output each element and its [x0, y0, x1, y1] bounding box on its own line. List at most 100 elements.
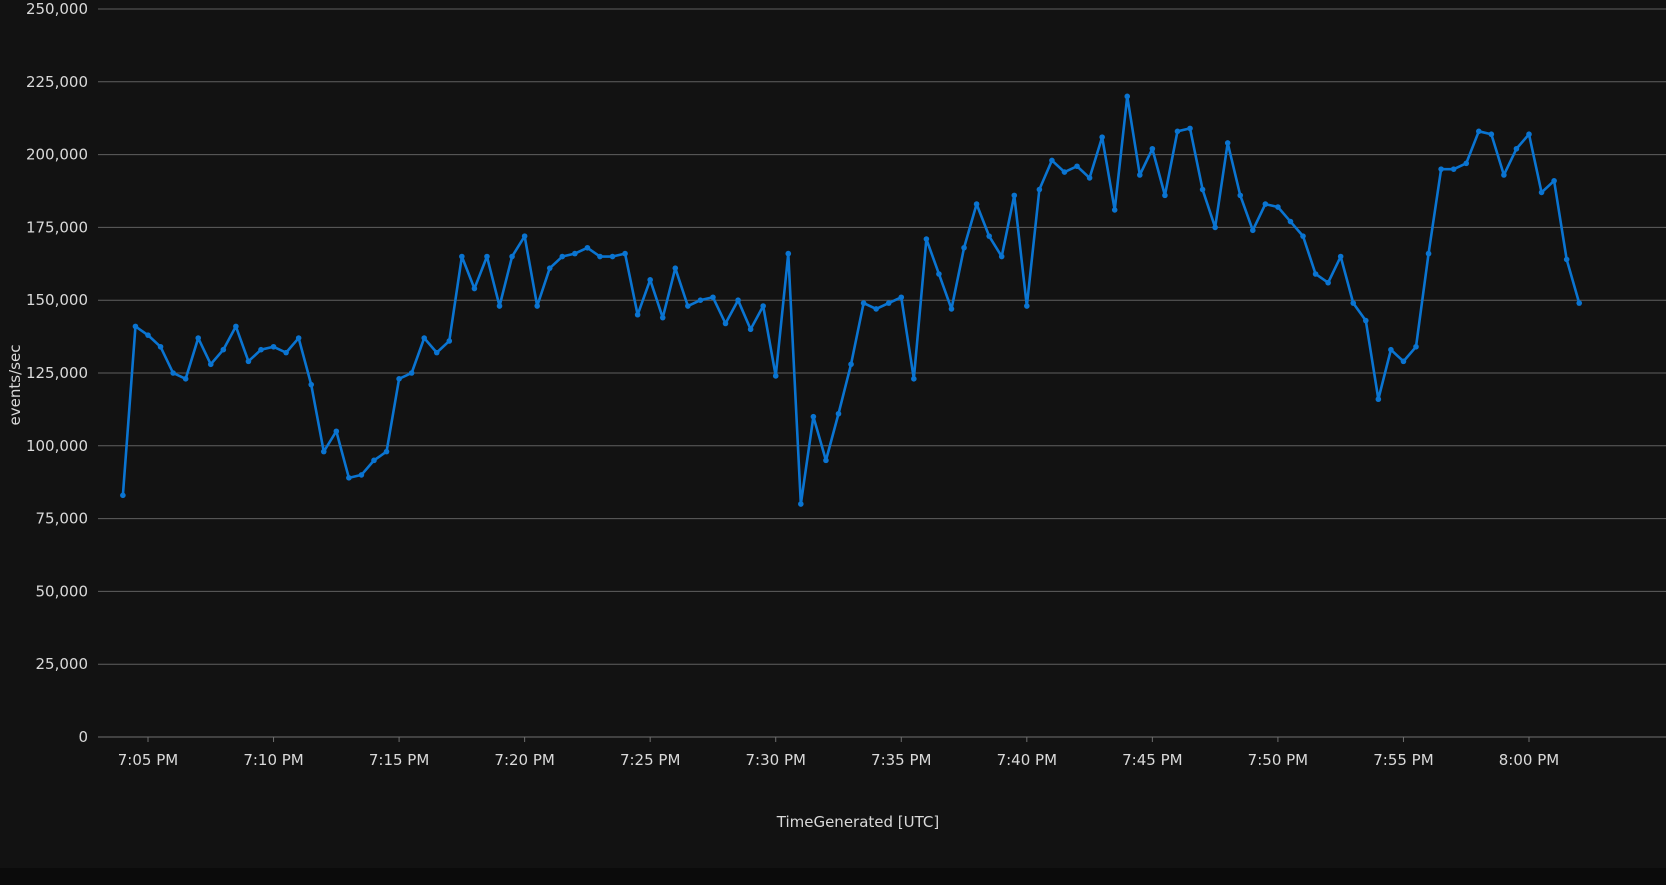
data-point[interactable] [672, 265, 679, 271]
data-point[interactable] [459, 253, 465, 260]
data-point[interactable] [1086, 175, 1093, 181]
data-point[interactable] [1187, 125, 1193, 132]
data-point[interactable] [1275, 204, 1281, 210]
data-point[interactable] [1024, 303, 1030, 309]
data-point[interactable] [609, 253, 616, 260]
data-point[interactable] [484, 253, 490, 260]
data-point[interactable] [973, 201, 980, 207]
data-point[interactable] [433, 349, 440, 356]
data-point[interactable] [697, 297, 704, 304]
data-point[interactable] [320, 448, 327, 455]
data-point[interactable] [1450, 166, 1457, 172]
data-point[interactable] [647, 277, 653, 283]
data-point[interactable] [1300, 233, 1306, 239]
data-point[interactable] [1425, 250, 1432, 257]
data-point[interactable] [936, 271, 942, 277]
data-point[interactable] [835, 410, 842, 417]
data-point[interactable] [1501, 172, 1507, 178]
data-point[interactable] [496, 303, 503, 309]
data-point[interactable] [446, 338, 453, 344]
data-point[interactable] [1011, 192, 1018, 199]
data-point[interactable] [1413, 343, 1419, 350]
data-point[interactable] [421, 335, 428, 341]
data-point[interactable] [998, 253, 1005, 260]
data-point[interactable] [735, 297, 741, 304]
data-point[interactable] [810, 413, 817, 420]
data-point[interactable] [1137, 172, 1143, 178]
data-point[interactable] [597, 253, 603, 260]
data-point[interactable] [1111, 207, 1118, 213]
data-point[interactable] [245, 358, 252, 365]
data-point[interactable] [1074, 163, 1080, 170]
data-point[interactable] [1049, 157, 1055, 164]
data-point[interactable] [233, 323, 239, 330]
data-point[interactable] [283, 349, 289, 356]
data-point[interactable] [258, 346, 264, 353]
data-point[interactable] [120, 492, 126, 499]
data-point[interactable] [333, 428, 340, 435]
data-point[interactable] [1563, 256, 1570, 263]
data-point[interactable] [295, 335, 302, 341]
data-point[interactable] [1538, 189, 1545, 196]
data-point[interactable] [572, 250, 578, 257]
data-point[interactable] [145, 332, 151, 338]
data-point[interactable] [823, 457, 829, 464]
data-point[interactable] [1488, 131, 1495, 138]
data-point[interactable] [1350, 300, 1357, 306]
data-point[interactable] [371, 457, 377, 464]
data-point[interactable] [1388, 346, 1394, 353]
data-point[interactable] [1312, 271, 1319, 277]
data-point[interactable] [1224, 140, 1231, 146]
data-point[interactable] [396, 376, 402, 382]
data-point[interactable] [1174, 128, 1181, 135]
data-point[interactable] [659, 314, 666, 321]
data-point[interactable] [509, 253, 515, 260]
data-point[interactable] [220, 346, 227, 353]
data-point[interactable] [1438, 166, 1444, 172]
data-point[interactable] [848, 361, 854, 368]
data-point[interactable] [1576, 300, 1583, 306]
data-point[interactable] [622, 250, 628, 257]
data-point[interactable] [1162, 192, 1168, 199]
data-point[interactable] [798, 501, 804, 507]
data-point[interactable] [270, 343, 277, 350]
data-point[interactable] [1199, 186, 1206, 193]
data-point[interactable] [986, 233, 992, 239]
data-point[interactable] [747, 326, 754, 333]
data-point[interactable] [1124, 93, 1131, 100]
data-point[interactable] [546, 265, 553, 271]
data-point[interactable] [1463, 160, 1470, 167]
data-point[interactable] [1325, 279, 1331, 286]
data-point[interactable] [923, 236, 930, 242]
data-point[interactable] [1061, 169, 1068, 175]
data-point[interactable] [1250, 227, 1256, 234]
data-point[interactable] [1375, 396, 1382, 403]
data-point[interactable] [132, 323, 139, 330]
data-point[interactable] [1526, 131, 1532, 138]
data-point[interactable] [1212, 224, 1218, 231]
data-point[interactable] [710, 294, 716, 301]
data-point[interactable] [1099, 134, 1105, 140]
data-point[interactable] [1287, 218, 1294, 225]
data-point[interactable] [1337, 253, 1344, 260]
data-point[interactable] [534, 303, 540, 309]
data-point[interactable] [1262, 201, 1269, 207]
data-point[interactable] [948, 306, 955, 312]
data-point[interactable] [584, 244, 591, 251]
data-point[interactable] [1513, 145, 1520, 152]
data-point[interactable] [860, 300, 867, 306]
data-point[interactable] [1362, 317, 1369, 324]
data-point[interactable] [1551, 178, 1557, 184]
data-point[interactable] [358, 472, 365, 478]
data-point[interactable] [760, 303, 766, 309]
data-point[interactable] [521, 233, 528, 239]
data-point[interactable] [898, 294, 905, 301]
data-point[interactable] [157, 343, 164, 350]
data-point[interactable] [785, 250, 792, 257]
data-point[interactable] [308, 381, 315, 388]
data-point[interactable] [207, 361, 214, 368]
data-point[interactable] [722, 320, 729, 327]
data-point[interactable] [873, 306, 879, 312]
data-point[interactable] [885, 300, 892, 306]
data-point[interactable] [346, 475, 352, 481]
